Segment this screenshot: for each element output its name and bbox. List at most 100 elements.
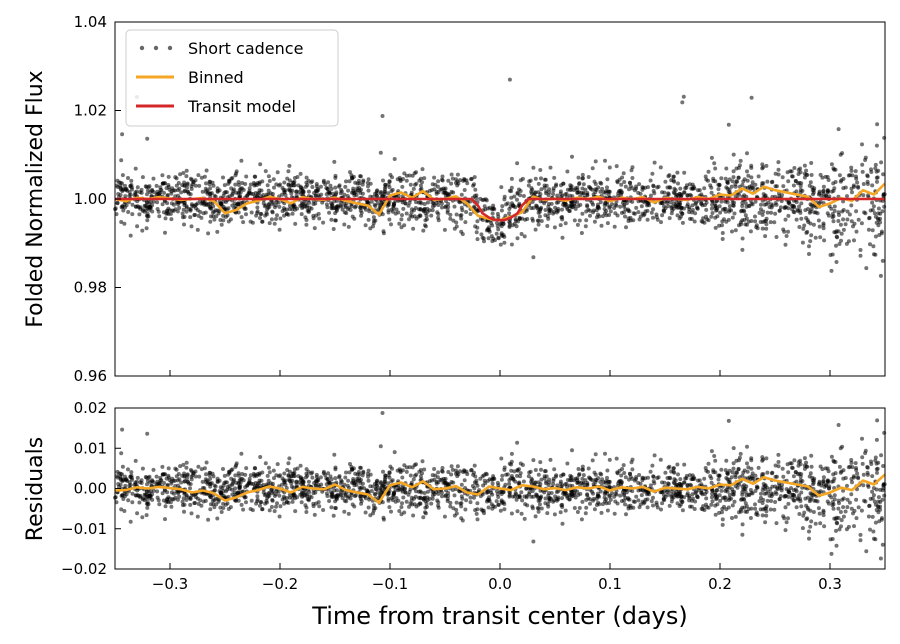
flux-point — [614, 164, 619, 169]
flux-point — [832, 208, 837, 213]
residual-point — [724, 507, 729, 512]
residual-point — [128, 519, 133, 524]
residual-point — [569, 494, 574, 499]
residual-point — [174, 467, 179, 472]
residual-point — [651, 495, 655, 500]
flux-point — [542, 183, 547, 188]
residual-point — [462, 478, 467, 483]
flux-point — [436, 218, 441, 223]
residual-point — [585, 492, 590, 497]
residual-point — [243, 472, 248, 477]
residual-point — [468, 495, 473, 500]
residual-point — [385, 492, 390, 497]
flux-point — [119, 158, 124, 163]
flux-point — [195, 227, 200, 232]
residual-point — [750, 471, 755, 476]
residual-point — [847, 500, 852, 505]
residual-point — [318, 475, 323, 480]
flux-point — [118, 180, 123, 185]
flux-point — [720, 237, 725, 241]
flux-point — [673, 188, 678, 193]
residual-point — [237, 486, 242, 491]
flux-point — [509, 185, 514, 190]
flux-point — [569, 205, 574, 210]
residual-point — [616, 481, 621, 486]
residual-point — [569, 478, 574, 483]
flux-point — [798, 187, 803, 192]
residual-point — [325, 494, 330, 498]
flux-point — [637, 182, 642, 187]
flux-point — [528, 178, 533, 183]
residual-point — [640, 478, 645, 483]
flux-point — [830, 215, 835, 220]
residual-point — [717, 473, 722, 478]
residual-point — [176, 491, 180, 496]
residual-point — [843, 476, 848, 480]
flux-point — [275, 170, 280, 175]
flux-point — [448, 216, 453, 221]
residual-point — [870, 474, 875, 479]
flux-point — [807, 252, 811, 256]
flux-point — [731, 152, 736, 157]
residual-point — [871, 529, 876, 534]
flux-point — [719, 199, 724, 204]
flux-point — [138, 205, 143, 210]
residual-point — [160, 464, 165, 469]
flux-point — [618, 204, 623, 209]
flux-point — [418, 183, 423, 188]
flux-point — [658, 165, 663, 170]
residual-point — [115, 469, 120, 474]
residual-point — [244, 500, 248, 505]
residual-point — [539, 506, 544, 511]
residual-point — [731, 461, 736, 466]
residual-point — [792, 458, 797, 463]
residual-point — [345, 495, 350, 500]
flux-point — [505, 201, 510, 206]
residual-point — [580, 464, 585, 469]
residual-point — [404, 469, 409, 474]
residual-point — [472, 495, 476, 500]
flux-point — [821, 189, 826, 194]
flux-point — [154, 183, 159, 188]
residual-point — [386, 498, 391, 503]
legend-label-binned: Binned — [188, 68, 244, 87]
residual-point — [516, 481, 521, 486]
residual-point — [583, 511, 588, 516]
flux-point — [581, 176, 585, 181]
residual-point — [463, 507, 468, 512]
residual-point — [258, 500, 263, 505]
flux-point — [790, 204, 795, 209]
residual-point — [575, 478, 580, 483]
flux-point — [423, 223, 427, 228]
flux-point — [484, 198, 489, 203]
flux-point — [879, 229, 884, 234]
flux-point — [260, 219, 265, 224]
residual-point — [359, 499, 364, 503]
flux-point — [854, 229, 859, 234]
residual-point — [840, 497, 845, 502]
residual-point — [211, 474, 216, 479]
residual-point — [749, 456, 754, 461]
flux-point — [718, 210, 723, 215]
residual-point — [442, 514, 447, 519]
residual-point — [252, 466, 257, 471]
legend-marker-dot — [153, 45, 159, 51]
flux-point — [576, 204, 581, 209]
flux-point — [725, 200, 730, 205]
residual-point — [567, 497, 572, 502]
flux-point — [133, 166, 138, 171]
flux-point — [272, 185, 276, 190]
residual-point — [542, 469, 547, 474]
flux-point — [776, 167, 781, 172]
flux-point — [241, 187, 246, 192]
residual-point — [690, 496, 695, 501]
residual-point — [868, 527, 872, 532]
residual-point — [793, 470, 798, 475]
residual-point — [581, 467, 585, 472]
flux-point — [389, 189, 394, 194]
flux-point — [490, 211, 495, 216]
flux-point — [392, 157, 397, 161]
bottom-binned-line — [114, 473, 886, 504]
flux-point — [212, 217, 217, 222]
residual-point — [502, 467, 507, 472]
